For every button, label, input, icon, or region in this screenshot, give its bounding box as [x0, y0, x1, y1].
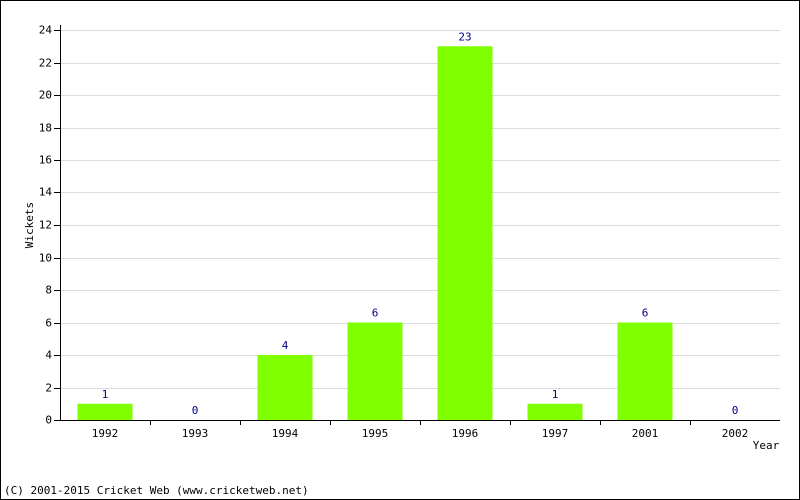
- value-label: 0: [192, 404, 199, 417]
- value-label: 23: [458, 30, 471, 43]
- bar: [347, 322, 403, 420]
- x-tick-label: 1995: [362, 427, 389, 440]
- value-label: 1: [102, 388, 109, 401]
- x-tick-label: 1993: [182, 427, 209, 440]
- x-tick-label: 1997: [542, 427, 569, 440]
- bar: [617, 322, 673, 420]
- y-tick-label: 18: [39, 122, 52, 135]
- y-tick-label: 22: [39, 57, 52, 70]
- x-tick-label: 1996: [452, 427, 479, 440]
- bar: [527, 403, 583, 420]
- value-label: 0: [732, 404, 739, 417]
- y-tick-label: 10: [39, 252, 52, 265]
- x-tick-label: 2002: [722, 427, 749, 440]
- y-tick-label: 0: [45, 414, 52, 427]
- x-tick-label: 1992: [92, 427, 119, 440]
- bar: [257, 355, 313, 420]
- y-tick-label: 8: [45, 284, 52, 297]
- y-tick-label: 24: [39, 24, 53, 37]
- bar: [77, 403, 133, 420]
- y-tick-label: 12: [39, 219, 52, 232]
- y-tick-label: 2: [45, 382, 52, 395]
- value-label: 1: [552, 388, 559, 401]
- bar: [437, 46, 493, 420]
- x-tick-label: 2001: [632, 427, 659, 440]
- x-axis-label: Year: [753, 439, 780, 452]
- footer: (C) 2001-2015 Cricket Web (www.cricketwe…: [4, 484, 309, 497]
- value-label: 4: [282, 339, 289, 352]
- y-tick-label: 14: [39, 186, 53, 199]
- y-tick-label: 20: [39, 89, 52, 102]
- y-axis-label: Wickets: [23, 202, 36, 248]
- x-tick-label: 1994: [272, 427, 299, 440]
- value-label: 6: [642, 307, 649, 320]
- y-tick-label: 16: [39, 154, 52, 167]
- value-label: 6: [372, 307, 379, 320]
- y-tick-label: 4: [45, 349, 52, 362]
- y-tick-label: 6: [45, 317, 52, 330]
